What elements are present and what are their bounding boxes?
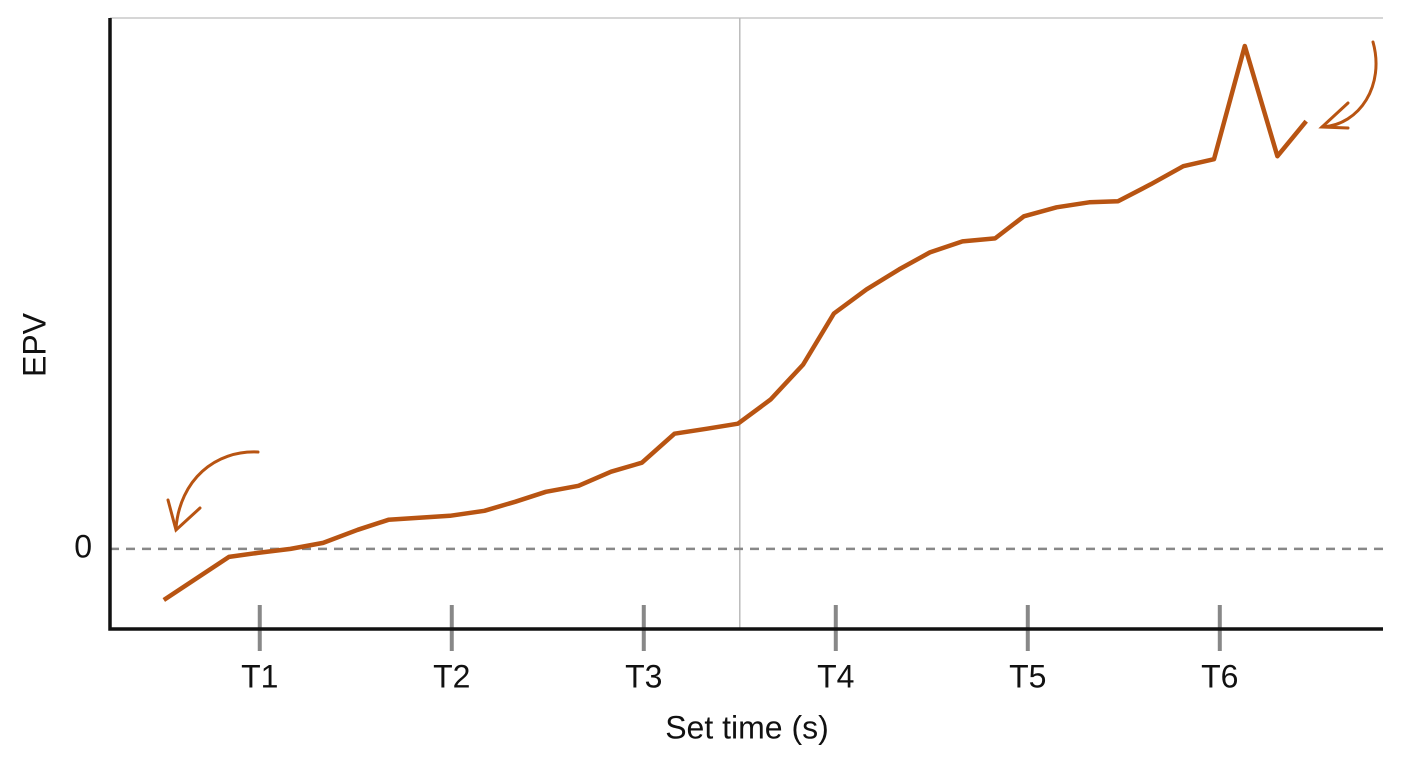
y-axis-label: EPV	[16, 312, 52, 377]
x-tick-label: T1	[241, 658, 278, 694]
arrow-head	[166, 498, 202, 533]
x-tick-label: T6	[1201, 658, 1238, 694]
axes	[108, 18, 1383, 631]
x-tick-label: T2	[433, 658, 470, 694]
x-tick-label: T5	[1009, 658, 1046, 694]
x-tick-label: T3	[625, 658, 662, 694]
data-line	[162, 43, 1308, 602]
y-tick-label: 0	[74, 528, 92, 564]
arrow	[1320, 40, 1378, 129]
arrow	[174, 450, 260, 530]
arrow-head	[1318, 101, 1350, 130]
x-axis-label: Set time (s)	[665, 709, 829, 745]
x-tick-label: T4	[817, 658, 854, 694]
annotation-arrows	[166, 40, 1378, 533]
